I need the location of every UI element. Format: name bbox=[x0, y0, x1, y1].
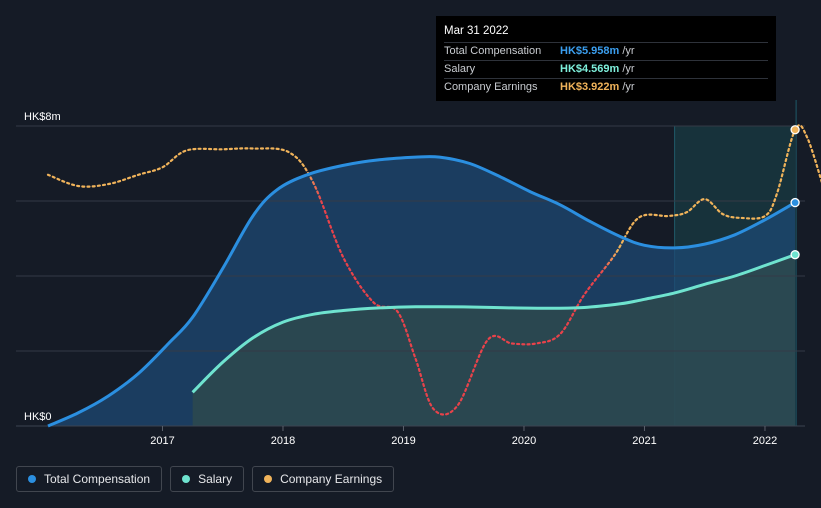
tooltip-row-total: Total Compensation HK$5.958m /yr bbox=[444, 42, 768, 60]
tooltip-value: HK$4.569m bbox=[560, 63, 620, 75]
tooltip: Mar 31 2022 Total Compensation HK$5.958m… bbox=[436, 16, 776, 101]
tooltip-date: Mar 31 2022 bbox=[444, 25, 509, 37]
x-tick-label: 2020 bbox=[512, 435, 536, 447]
company-earnings-line bbox=[46, 124, 821, 416]
x-tick-label: 2019 bbox=[391, 435, 415, 447]
tooltip-label: Total Compensation bbox=[444, 45, 542, 57]
tooltip-unit: /yr bbox=[622, 63, 635, 75]
tooltip-unit: /yr bbox=[622, 45, 635, 57]
legend: Total Compensation Salary Company Earnin… bbox=[16, 466, 395, 492]
tooltip-value: HK$3.922m bbox=[560, 81, 620, 93]
legend-label: Salary bbox=[198, 472, 233, 486]
tooltip-unit: /yr bbox=[622, 81, 635, 93]
legend-item-salary[interactable]: Salary bbox=[170, 466, 245, 492]
x-tick-label: 2022 bbox=[753, 435, 777, 447]
tooltip-value: HK$5.958m bbox=[560, 45, 620, 57]
salary-marker bbox=[790, 250, 800, 260]
company-earnings-marker bbox=[790, 125, 800, 135]
total-compensation-line bbox=[47, 155, 796, 428]
legend-item-company-earnings[interactable]: Company Earnings bbox=[252, 466, 395, 492]
y-tick-label: HK$0 bbox=[24, 411, 52, 423]
tooltip-row-earnings: Company Earnings HK$3.922m /yr bbox=[444, 78, 768, 96]
tooltip-row-salary: Salary HK$4.569m /yr bbox=[444, 60, 768, 78]
tooltip-label: Salary bbox=[444, 63, 476, 75]
legend-label: Total Compensation bbox=[44, 472, 151, 486]
x-tick-label: 2021 bbox=[632, 435, 656, 447]
tooltip-label: Company Earnings bbox=[444, 81, 538, 93]
salary-line bbox=[191, 253, 796, 394]
salary-area bbox=[192, 254, 796, 426]
y-tick-label: HK$8m bbox=[24, 111, 61, 123]
x-tick-label: 2018 bbox=[271, 435, 295, 447]
legend-item-total-compensation[interactable]: Total Compensation bbox=[16, 466, 163, 492]
legend-dot-icon bbox=[264, 475, 273, 483]
x-tick-label: 2017 bbox=[150, 435, 174, 447]
legend-dot-icon bbox=[182, 475, 191, 483]
total-compensation-marker bbox=[790, 197, 800, 208]
legend-label: Company Earnings bbox=[280, 472, 383, 486]
legend-dot-icon bbox=[28, 475, 36, 483]
